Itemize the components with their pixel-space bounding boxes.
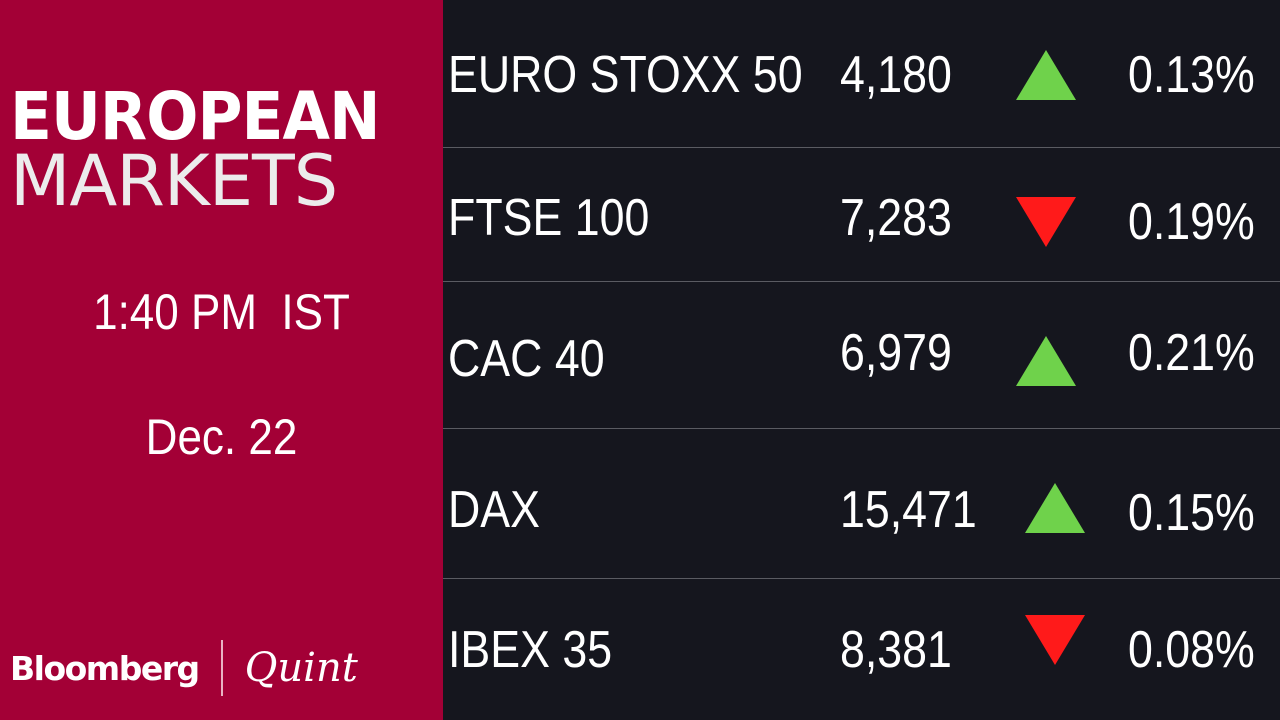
down-arrow-icon [1016, 197, 1076, 247]
index-name: EURO STOXX 50 [448, 46, 803, 104]
logo-bloomberg: Bloomberg [10, 648, 200, 688]
table-row: IBEX 35 8,381 0.08% [443, 578, 1280, 720]
up-arrow-icon [1025, 483, 1085, 533]
index-change: 0.19% [1128, 193, 1255, 251]
logo-quint: Quint [244, 645, 358, 691]
logo-divider [220, 640, 223, 696]
index-name: CAC 40 [448, 330, 605, 388]
index-change: 0.13% [1128, 46, 1255, 104]
index-value: 4,180 [840, 46, 952, 104]
date-label: Dec. 22 [145, 409, 298, 465]
index-table: EURO STOXX 50 4,180 0.13% FTSE 100 7,283… [443, 0, 1280, 720]
table-row: FTSE 100 7,283 0.19% [443, 147, 1280, 282]
index-value: 15,471 [840, 481, 977, 539]
index-name: FTSE 100 [448, 189, 650, 247]
index-name: IBEX 35 [448, 621, 613, 679]
up-arrow-icon [1016, 50, 1076, 100]
index-change: 0.21% [1128, 324, 1255, 382]
index-value: 6,979 [840, 324, 952, 382]
index-name: DAX [448, 481, 540, 539]
table-row: EURO STOXX 50 4,180 0.13% [443, 0, 1280, 148]
table-row: DAX 15,471 0.15% [443, 428, 1280, 579]
index-value: 7,283 [840, 189, 952, 247]
title-line-1: EUROPEAN [10, 78, 381, 155]
title-panel: EUROPEAN MARKETS 1:40 PM IST Dec. 22 Blo… [0, 0, 443, 720]
index-change: 0.08% [1128, 621, 1255, 679]
time-label: 1:40 PM IST [93, 284, 350, 340]
up-arrow-icon [1016, 336, 1076, 386]
index-change: 0.15% [1128, 484, 1255, 542]
bloomberg-quint-logo: Bloomberg Quint [10, 640, 358, 696]
title-line-2: MARKETS [10, 140, 338, 222]
table-row: CAC 40 6,979 0.21% [443, 281, 1280, 429]
down-arrow-icon [1025, 615, 1085, 665]
index-value: 8,381 [840, 621, 952, 679]
